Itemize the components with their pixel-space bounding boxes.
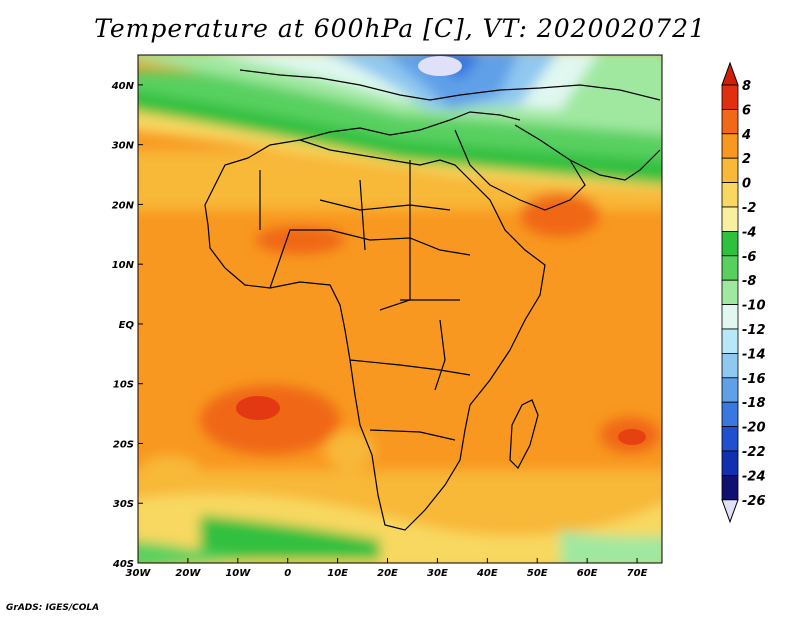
colorbar-swatch bbox=[721, 255, 739, 281]
lon-tick-label: 20E bbox=[377, 568, 398, 579]
lat-tick-label: EQ bbox=[119, 320, 135, 331]
coastlines bbox=[204, 69, 661, 531]
colorbar-label: -26 bbox=[742, 494, 766, 509]
colorbar-label: -2 bbox=[742, 201, 756, 216]
colorbar-label: -8 bbox=[742, 274, 756, 289]
lon-tick-label: 30E bbox=[427, 568, 448, 579]
colorbar-swatch bbox=[721, 133, 739, 159]
colorbar-swatch bbox=[721, 352, 739, 379]
colorbar-top-arrow bbox=[721, 61, 739, 86]
colorbar-swatch bbox=[721, 450, 739, 476]
lon-tick-label: 50E bbox=[527, 568, 548, 579]
colorbar-label: -22 bbox=[742, 445, 766, 460]
lat-tick-label: 40N bbox=[111, 81, 135, 92]
lat-tick-label: 30N bbox=[112, 141, 135, 152]
axis-ticks: 30W 20W 10W 0 10E 20E 30E 40E 50E 60E 70E 40N 30N 20N… bbox=[111, 81, 648, 579]
colorbar-label: -6 bbox=[742, 250, 756, 265]
lon-tick-label: 10W bbox=[225, 568, 251, 579]
colorbar-label: -12 bbox=[742, 323, 766, 338]
lat-tick-label: 10S bbox=[113, 380, 134, 391]
plot-frame bbox=[137, 54, 663, 564]
colorbar-swatch bbox=[721, 206, 739, 232]
lon-tick-label: 10E bbox=[327, 568, 348, 579]
colorbar-label: 2 bbox=[742, 152, 751, 167]
colorbar-label: -14 bbox=[742, 347, 766, 362]
lat-tick-label: 30S bbox=[113, 499, 134, 510]
lon-tick-label: 30W bbox=[126, 568, 152, 579]
lon-tick-label: 60E bbox=[577, 568, 598, 579]
map-title: Temperature at 600hPa [C], VT: 202002072… bbox=[94, 14, 706, 43]
colorbar-swatch bbox=[721, 328, 739, 354]
colorbar-label: 4 bbox=[741, 128, 751, 143]
colorbar-swatch bbox=[721, 182, 739, 208]
colorbar-bottom-arrow bbox=[721, 499, 739, 524]
colorbar-label: -16 bbox=[742, 372, 766, 387]
colorbar-label: -4 bbox=[742, 225, 756, 240]
colorbar-swatch bbox=[721, 230, 739, 257]
lat-tick-label: 20S bbox=[113, 439, 134, 450]
colorbar-swatch bbox=[721, 426, 739, 452]
colorbar-label: 6 bbox=[742, 103, 751, 118]
colorbar-label: 0 bbox=[742, 177, 751, 192]
colorbar-swatch bbox=[721, 377, 739, 403]
lon-tick-label: 20W bbox=[175, 568, 201, 579]
lat-tick-label: 20N bbox=[112, 200, 135, 211]
colorbar-label: -10 bbox=[742, 299, 766, 314]
lon-tick-label: 70E bbox=[627, 568, 648, 579]
colorbar-swatch bbox=[721, 401, 739, 428]
colorbar-label: -24 bbox=[742, 469, 766, 484]
lat-tick-label: 40S bbox=[112, 559, 134, 570]
colorbar-swatch bbox=[721, 157, 739, 183]
colorbar-swatch bbox=[721, 279, 739, 306]
lon-tick-label: 40E bbox=[476, 568, 498, 579]
colorbar-swatch bbox=[721, 84, 739, 110]
colorbar-swatch bbox=[721, 474, 739, 501]
credit-text: GrADS: IGES/COLA bbox=[6, 603, 100, 613]
lat-tick-label: 10N bbox=[112, 260, 135, 271]
lon-tick-label: 0 bbox=[284, 568, 291, 579]
colorbar: 8 6 4 2 0 -2 -4 -6 -8 -10 -12 -14 -16 -18 -20 -22 -24 -26 bbox=[721, 61, 766, 524]
temperature-field bbox=[138, 55, 662, 563]
colorbar-swatch bbox=[721, 304, 739, 330]
colorbar-label: -20 bbox=[742, 421, 766, 436]
colorbar-label: -18 bbox=[742, 396, 766, 411]
colorbar-label: 8 bbox=[742, 79, 751, 94]
colorbar-swatch bbox=[721, 109, 739, 135]
